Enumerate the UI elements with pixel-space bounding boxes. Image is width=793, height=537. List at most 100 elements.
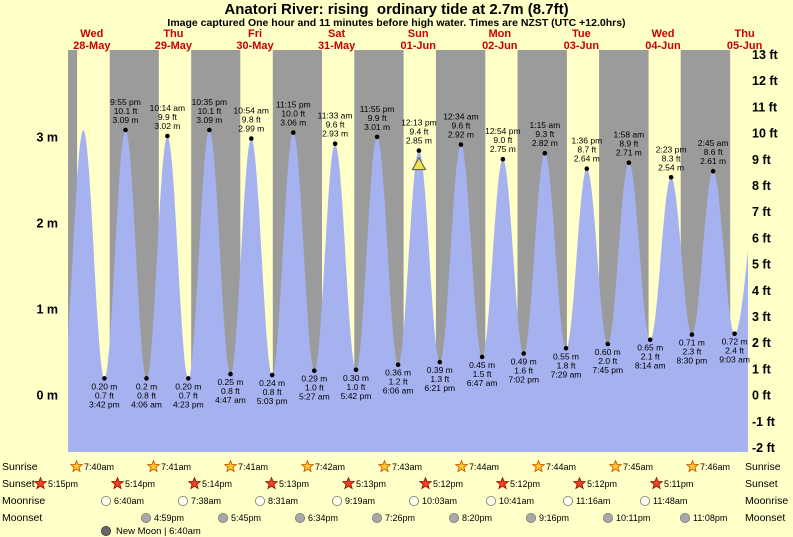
low-tide-label: 0.8 ft <box>263 387 283 397</box>
high-tide-label: 2.64 m <box>574 154 600 164</box>
high-tide-dot <box>123 127 128 133</box>
low-tide-label: 6:47 am <box>467 378 498 388</box>
day-name-label: Fri <box>248 28 262 40</box>
feet-axis-tick: 8 ft <box>752 179 772 193</box>
high-tide-label: 2.71 m <box>616 148 642 158</box>
sunset-time: 5:13pm <box>356 479 387 489</box>
feet-axis-tick: 6 ft <box>752 231 772 245</box>
day-name-label: Wed <box>651 28 674 40</box>
low-tide-label: 0.8 ft <box>137 390 157 400</box>
moonrise-time: 11:16am <box>576 496 611 506</box>
high-tide-label: 8.6 ft <box>704 147 724 157</box>
low-tide-dot <box>312 368 317 374</box>
feet-axis-tick: 10 ft <box>752 127 779 141</box>
high-tide-label: 1:58 am <box>614 130 645 140</box>
sunset-icon <box>341 476 356 490</box>
sunrise-icon <box>454 459 469 473</box>
moonrise-icon <box>331 494 344 507</box>
sunset-time: 5:14pm <box>125 479 156 489</box>
low-tide-dot <box>563 346 569 351</box>
sunrise-time: 7:44am <box>469 462 500 472</box>
feet-axis-tick: 12 ft <box>752 74 779 88</box>
low-tide-label: 6:06 am <box>383 386 414 396</box>
high-tide-label: 9.3 ft <box>535 129 555 139</box>
high-tide-label: 2.54 m <box>658 162 684 172</box>
sunrise-icon <box>300 459 315 473</box>
moonrise-row-label-left: Moonrise <box>2 495 46 507</box>
high-tide-dot <box>207 127 212 133</box>
sunrise-icon <box>531 459 546 473</box>
low-tide-dot <box>521 351 526 356</box>
meters-axis-tick: 0 m <box>36 389 58 403</box>
low-tide-label: 2.1 ft <box>641 352 661 362</box>
high-tide-dot <box>165 133 170 139</box>
feet-axis-tick: 4 ft <box>752 284 772 298</box>
high-tide-label: 12:13 pm <box>401 118 436 128</box>
low-tide-dot <box>353 367 359 373</box>
low-tide-label: 0.2 m <box>136 381 157 391</box>
low-tide-dot <box>102 376 107 381</box>
high-tide-label: 11:33 am <box>318 111 353 121</box>
moonrise-time: 9:19am <box>345 496 376 506</box>
low-tide-dot <box>228 371 233 377</box>
sunrise-icon <box>377 459 392 473</box>
low-tide-label: 8:30 pm <box>677 356 708 366</box>
high-tide-dot <box>458 142 464 147</box>
low-tide-label: 0.24 m <box>259 378 285 388</box>
day-date-label: 03-Jun <box>564 40 600 52</box>
day-name-label: Sat <box>328 28 345 40</box>
sunrise-icon <box>223 459 238 473</box>
sunset-icon <box>572 476 587 490</box>
high-tide-label: 10.1 ft <box>114 106 138 116</box>
low-tide-label: 0.30 m <box>343 373 369 383</box>
high-tide-label: 9.0 ft <box>493 135 513 145</box>
high-tide-label: 1:15 am <box>529 120 560 130</box>
feet-axis-tick: 5 ft <box>752 258 772 272</box>
moonset-time: 7:26pm <box>385 513 416 523</box>
feet-axis-tick: 3 ft <box>752 310 772 324</box>
moonset-icon <box>217 511 230 524</box>
low-tide-label: 0.72 m <box>722 337 748 347</box>
low-tide-label: 2.3 ft <box>682 347 702 357</box>
low-tide-label: 2.0 ft <box>598 356 618 366</box>
sunrise-time: 7:46am <box>700 462 731 472</box>
high-tide-label: 1:36 pm <box>571 136 602 146</box>
low-tide-label: 0.7 ft <box>95 390 115 400</box>
high-tide-label: 10:14 am <box>150 103 185 113</box>
sunset-icon <box>418 476 433 490</box>
low-tide-label: 4:47 am <box>215 395 246 405</box>
day-name-label: Tue <box>572 28 591 40</box>
sunrise-icon <box>69 459 84 473</box>
sunset-time: 5:15pm <box>48 479 79 489</box>
meters-axis-tick: 3 m <box>36 131 58 145</box>
high-tide-label: 3.02 m <box>154 121 180 131</box>
high-tide-label: 2.61 m <box>700 156 726 166</box>
sunset-time: 5:11pm <box>664 479 694 489</box>
low-tide-dot <box>732 331 737 337</box>
moonrise-icon <box>100 494 113 507</box>
moonset-time: 11:08pm <box>693 513 728 523</box>
high-tide-dot <box>249 136 254 141</box>
low-tide-label: 1.8 ft <box>557 360 577 370</box>
day-date-label: 02-Jun <box>482 40 518 52</box>
day-name-label: Thu <box>735 28 755 40</box>
low-tide-dot <box>605 341 611 347</box>
moonset-row-label-left: Moonset <box>2 512 43 524</box>
sunset-icon <box>187 476 202 490</box>
day-name-label: Mon <box>488 28 511 40</box>
moonset-icon <box>679 511 692 524</box>
moonset-time: 6:34pm <box>308 513 339 523</box>
sunrise-icon <box>608 459 623 473</box>
low-tide-dot <box>647 337 653 343</box>
low-tide-label: 1.6 ft <box>514 365 534 375</box>
sunset-icon <box>264 476 279 490</box>
high-tide-label: 2.92 m <box>448 130 474 140</box>
sunrise-time: 7:40am <box>84 462 115 472</box>
high-tide-dot <box>626 160 632 165</box>
moonrise-time: 7:38am <box>191 496 222 506</box>
moonset-icon <box>448 511 461 524</box>
feet-axis-tick: 9 ft <box>752 153 772 167</box>
high-tide-dot <box>416 148 422 153</box>
sunset-icon <box>33 476 48 490</box>
low-tide-label: 0.45 m <box>469 360 495 370</box>
